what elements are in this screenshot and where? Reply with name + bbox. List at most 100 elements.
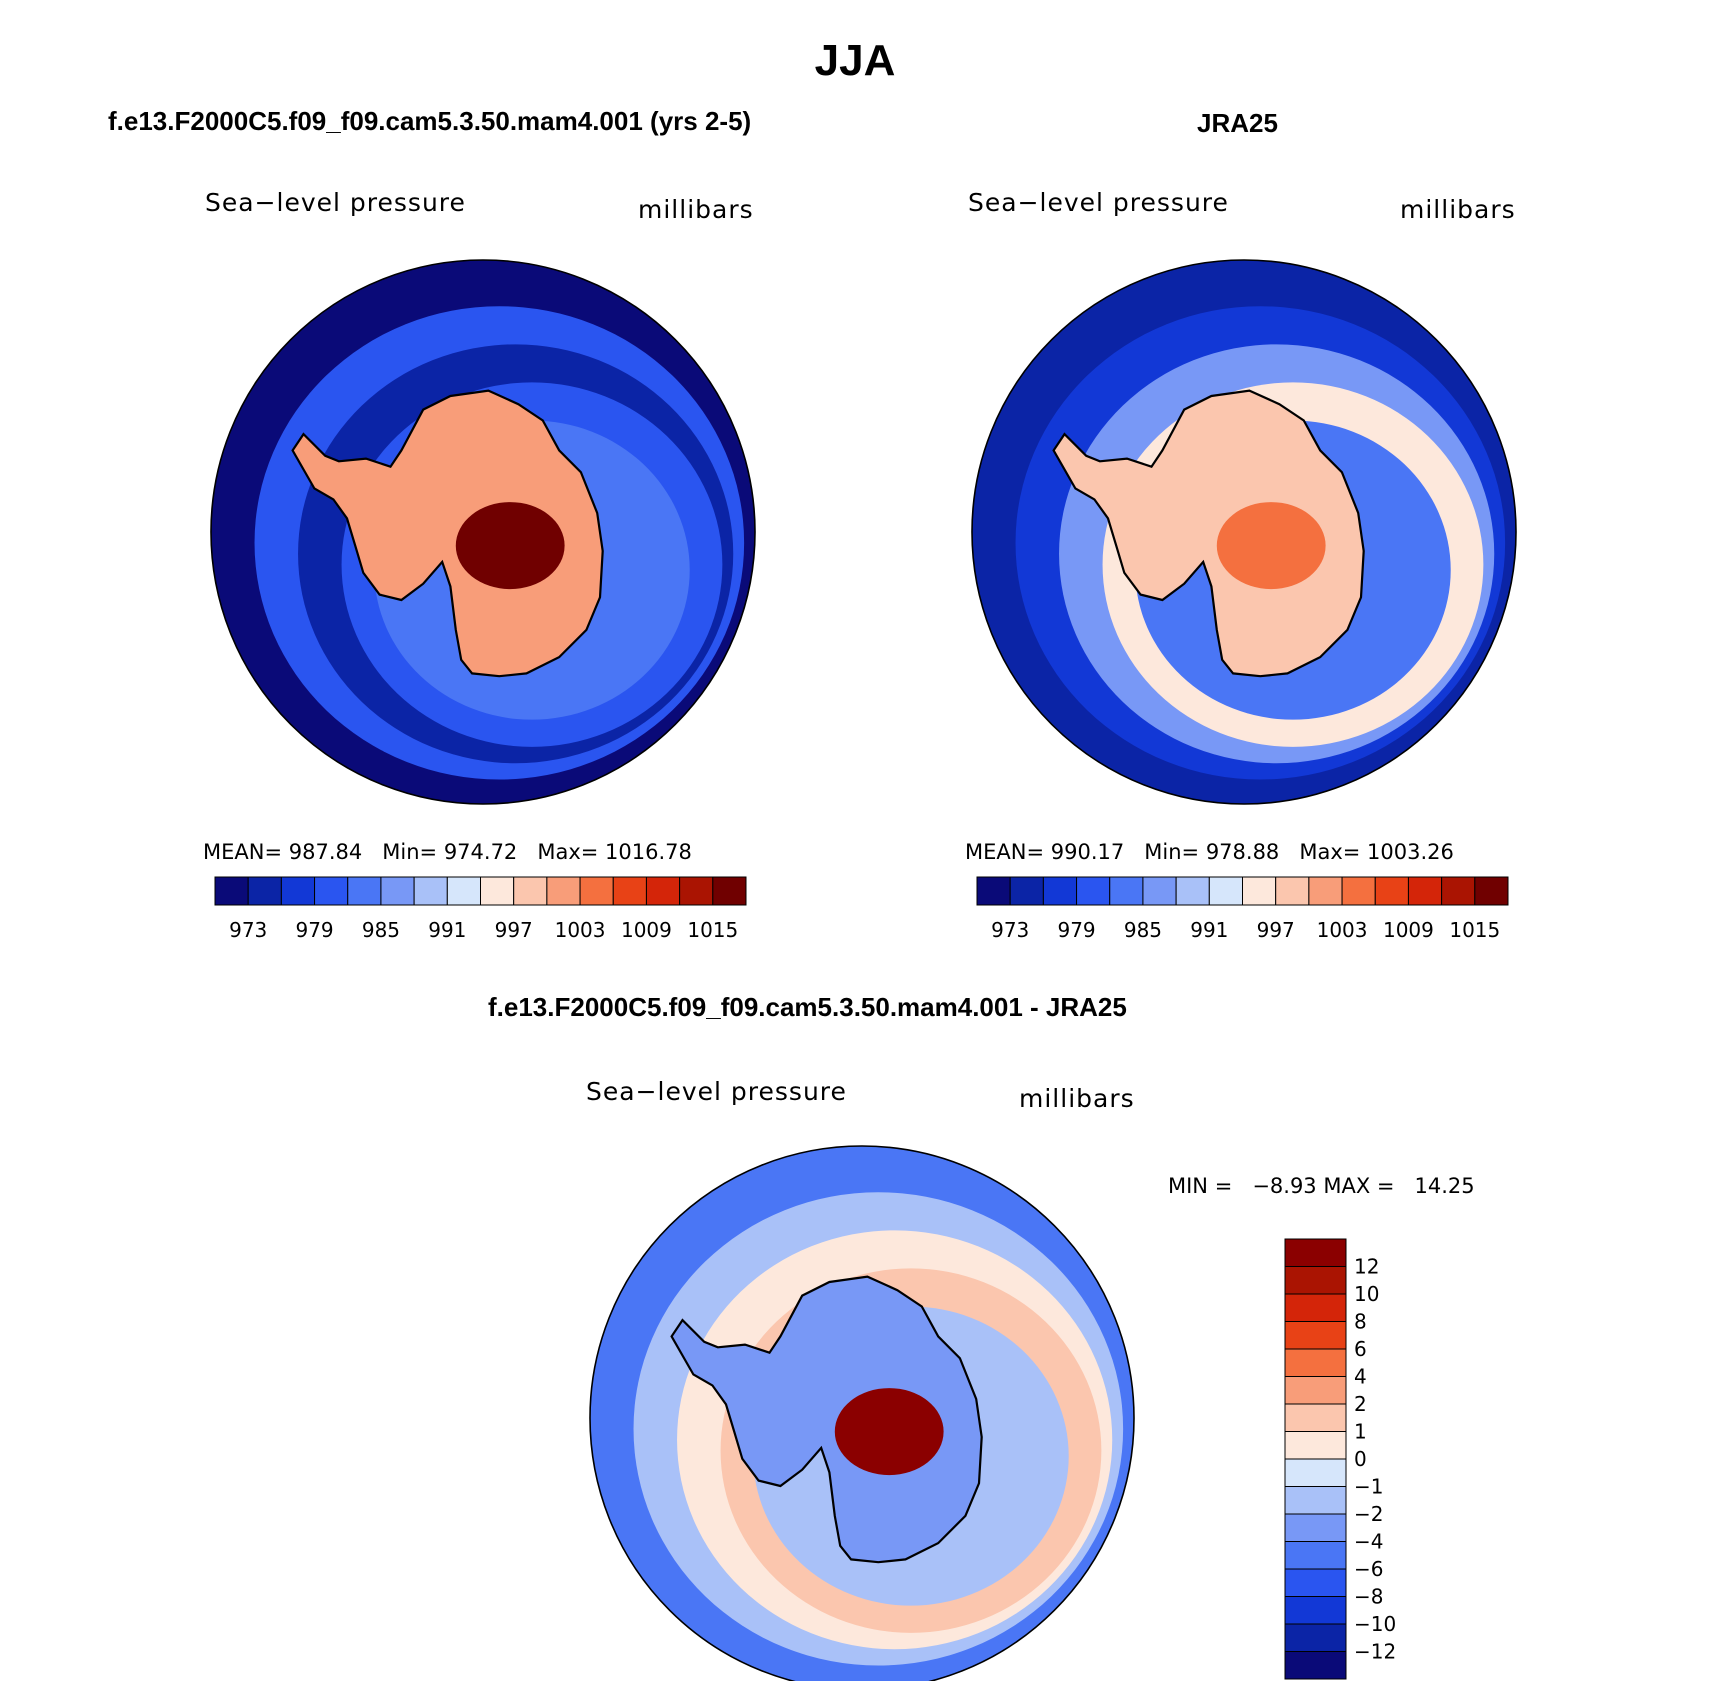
colorbar-swatch xyxy=(1284,1321,1347,1350)
colorbar-swatch xyxy=(1284,1348,1347,1377)
colorbar-swatch xyxy=(1284,1293,1347,1322)
variable-label-model: Sea−level pressure xyxy=(205,188,466,217)
variable-label-obs: Sea−level pressure xyxy=(968,188,1229,217)
colorbar-swatch xyxy=(1284,1541,1347,1570)
colorbar-tick-label: 1015 xyxy=(687,918,738,942)
colorbar-swatch xyxy=(1284,1266,1347,1295)
max-value: 1016.78 xyxy=(605,840,692,864)
colorbar-swatch xyxy=(1284,1651,1347,1680)
colorbar-swatch xyxy=(1474,876,1509,906)
map-boundary xyxy=(589,1145,1135,1681)
figure-title: JJA xyxy=(814,36,896,85)
mean-label: MEAN= xyxy=(203,840,283,864)
high-pressure-core xyxy=(1216,502,1326,590)
stats-obs: MEAN= 990.17 Min= 978.88 Max= 1003.26 xyxy=(965,840,1454,864)
colorbar-tick-label: 0 xyxy=(1354,1447,1367,1471)
panel-heading-obs: JRA25 xyxy=(1197,108,1278,138)
colorbar-swatch xyxy=(1284,1596,1347,1625)
colorbar-swatch xyxy=(413,876,448,906)
colorbar-swatch xyxy=(1275,876,1310,906)
colorbar-swatch xyxy=(280,876,316,906)
colorbar-swatch xyxy=(1341,876,1376,906)
colorbar-tick-label: 979 xyxy=(295,918,333,942)
polar-map-model xyxy=(210,259,756,805)
mean-value: 987.84 xyxy=(288,840,363,864)
colorbar-tick-label: 991 xyxy=(1190,918,1228,942)
colorbar-tick-label: 979 xyxy=(1057,918,1095,942)
colorbar-swatch xyxy=(1284,1376,1347,1405)
stats-model: MEAN= 987.84 Min= 974.72 Max= 1016.78 xyxy=(203,840,692,864)
colorbar-swatch xyxy=(513,876,548,906)
colorbar-swatch xyxy=(480,876,515,906)
continent-field xyxy=(671,1276,982,1563)
colorbar-tick-label: 2 xyxy=(1354,1392,1367,1416)
variable-label-diff: Sea−level pressure xyxy=(586,1077,847,1106)
high-pressure-core xyxy=(455,502,565,590)
colorbar-swatch xyxy=(1284,1486,1347,1515)
colorbar-tick-label: 10 xyxy=(1354,1282,1379,1306)
panel-heading-model: f.e13.F2000C5.f09_f09.cam5.3.50.mam4.001… xyxy=(108,106,752,136)
colorbar-swatch xyxy=(347,876,382,906)
colorbar-swatch xyxy=(214,876,249,906)
colorbar-swatch xyxy=(446,876,481,906)
max-label: Max= xyxy=(537,840,599,864)
colorbar-tick-label: 1 xyxy=(1354,1420,1367,1444)
colorbar-swatch xyxy=(1242,876,1277,906)
antarctica-coastline xyxy=(670,1275,983,1564)
colorbar-swatch xyxy=(976,876,1011,906)
colorbar-swatch xyxy=(247,876,282,906)
colorbar-tick-label: 1009 xyxy=(621,918,672,942)
colorbar-tick-label: 973 xyxy=(229,918,267,942)
min-label: Min= xyxy=(1144,840,1200,864)
colorbar-tick-label: 4 xyxy=(1354,1365,1367,1389)
colorbar-swatch xyxy=(712,876,747,906)
colorbar-swatch xyxy=(1284,1623,1347,1652)
colorbar-swatch xyxy=(579,876,614,906)
map-boundary xyxy=(210,259,756,805)
colorbar-tick-label: −2 xyxy=(1354,1502,1383,1526)
polar-map-obs xyxy=(971,259,1517,805)
colorbar-tick-label: −8 xyxy=(1354,1585,1383,1609)
units-label-diff: millibars xyxy=(1019,1084,1135,1113)
colorbar-obs: 973 979 985 991 997 1003 1009 1015 xyxy=(976,876,1509,942)
colorbar-swatch xyxy=(1175,876,1210,906)
colorbar-model: 973 979 985 991 997 1003 1009 1015 xyxy=(214,876,747,942)
map-boundary xyxy=(971,259,1517,805)
colorbar-swatch xyxy=(1308,876,1343,906)
colorbar-tick-label: −6 xyxy=(1354,1557,1383,1581)
colorbar-tick-label: 997 xyxy=(1257,918,1295,942)
max-label: Max= xyxy=(1299,840,1361,864)
min-label: Min= xyxy=(382,840,438,864)
colorbar-swatch xyxy=(1009,876,1044,906)
units-label-model: millibars xyxy=(638,195,754,224)
colorbar-swatch xyxy=(1284,1238,1347,1267)
colorbar-tick-label: 985 xyxy=(362,918,400,942)
mean-value: 990.17 xyxy=(1050,840,1125,864)
colorbar-tick-label: 1003 xyxy=(1317,918,1368,942)
colorbar-swatch xyxy=(546,876,581,906)
colorbar-tick-label: 8 xyxy=(1354,1310,1367,1334)
colorbar-tick-label: 1015 xyxy=(1449,918,1500,942)
colorbar-tick-label: 991 xyxy=(428,918,466,942)
colorbar-tick-label: 1003 xyxy=(555,918,606,942)
colorbar-swatch xyxy=(1109,876,1144,906)
antarctica-coastline xyxy=(291,389,604,678)
colorbar-swatch xyxy=(1042,876,1078,906)
high-pressure-core xyxy=(834,1388,944,1476)
colorbar-swatch xyxy=(1142,876,1177,906)
colorbar-swatch xyxy=(1208,876,1243,906)
continent-field xyxy=(1053,390,1364,677)
colorbar-swatch xyxy=(1284,1568,1347,1597)
colorbar-swatch xyxy=(1441,876,1476,906)
colorbar-swatch xyxy=(679,876,714,906)
colorbar-swatch xyxy=(1284,1513,1347,1542)
colorbar-swatch xyxy=(1284,1458,1347,1487)
min-value: 978.88 xyxy=(1205,840,1280,864)
colorbar-tick-label: 997 xyxy=(495,918,533,942)
colorbar-swatch xyxy=(1076,876,1111,906)
colorbar-tick-label: 985 xyxy=(1124,918,1162,942)
panel-heading-diff: f.e13.F2000C5.f09_f09.cam5.3.50.mam4.001… xyxy=(488,992,1127,1022)
colorbar-tick-label: 12 xyxy=(1354,1255,1379,1279)
units-label-obs: millibars xyxy=(1400,195,1516,224)
